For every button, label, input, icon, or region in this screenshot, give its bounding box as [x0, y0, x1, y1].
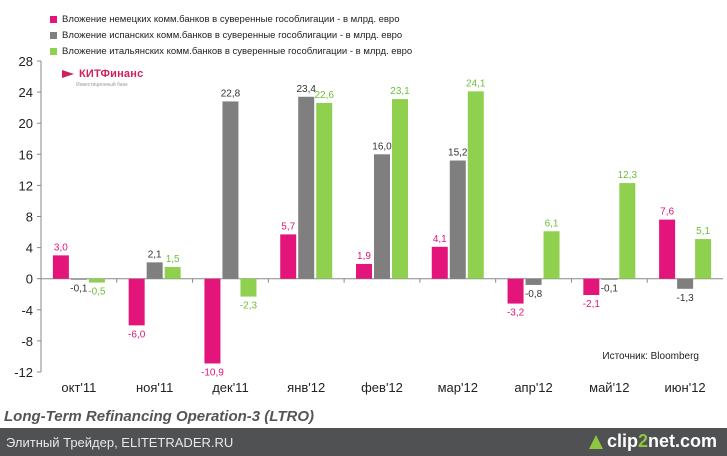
bar-series-2 [164, 267, 181, 279]
y-tick-label: 20 [19, 116, 33, 131]
bar-series-0 [431, 246, 448, 279]
y-tick-label: 12 [19, 178, 33, 193]
data-label-series-1: -0,1 [70, 284, 88, 295]
bar-series-2 [392, 99, 408, 279]
data-label-series-0: 1,9 [357, 251, 371, 262]
bar-series-0 [52, 255, 69, 279]
bar-series-1 [146, 262, 163, 279]
kit-finance-logo: КИТФинанс [62, 68, 143, 80]
bar-series-2 [695, 239, 712, 279]
data-label-series-1: 16,0 [372, 141, 392, 152]
legend-swatch-germany [50, 15, 57, 23]
x-tick-label: май'12 [589, 380, 629, 395]
data-label-series-2: 6,1 [545, 218, 559, 229]
legend-swatch-italy [50, 47, 57, 55]
legend-item-germany: Вложение немецких комм.банков в суверенн… [50, 11, 412, 27]
bar-series-2 [543, 231, 560, 279]
data-label-series-0: -10,9 [201, 367, 224, 378]
legend-item-spain: Вложение испанских комм.банков в суверен… [50, 27, 412, 43]
bar-series-2 [316, 102, 333, 279]
data-label-series-2: -0,5 [88, 287, 106, 298]
data-label-series-0: -2,1 [583, 299, 601, 310]
y-tick-label: -12 [14, 365, 33, 380]
legend-item-italy: Вложение итальянских комм.банков в сувер… [50, 43, 412, 59]
bar-series-1 [222, 101, 239, 279]
x-tick-label: апр'12 [514, 380, 552, 395]
y-tick-label: 0 [26, 272, 33, 287]
bar-series-0 [583, 278, 600, 296]
legend-label-italy: Вложение итальянских комм.банков в сувер… [62, 45, 413, 57]
bar-series-1 [677, 278, 694, 289]
data-label-series-0: 3,0 [54, 242, 68, 253]
bar-series-2 [619, 183, 636, 279]
footer-site-label: Элитный Трейдер, ELITETRADER.RU [6, 435, 234, 450]
legend-swatch-spain [50, 31, 57, 39]
bar-series-1 [525, 278, 542, 285]
data-label-series-0: 5,7 [281, 221, 295, 232]
bar-series-2 [467, 91, 484, 279]
y-tick-label: -4 [21, 303, 33, 318]
y-tick-label: -8 [21, 334, 33, 349]
footer-bar: Элитный Трейдер, ELITETRADER.RU clip2net… [0, 428, 727, 456]
bar-series-0 [128, 278, 145, 326]
data-label-series-1: -0,8 [525, 289, 543, 300]
bar-series-0 [204, 278, 221, 364]
data-label-series-1: 22,8 [221, 88, 241, 99]
y-tick-label: 24 [19, 85, 33, 100]
data-label-series-2: 12,3 [618, 170, 638, 181]
data-label-series-2: -2,3 [240, 301, 258, 312]
chart-legend: Вложение немецких комм.банков в суверенн… [50, 11, 412, 59]
x-tick-label: янв'12 [287, 380, 325, 395]
data-label-series-2: 22,6 [314, 90, 334, 101]
y-tick-label: 16 [19, 147, 33, 162]
source-note: Источник: Bloomberg [602, 351, 699, 362]
bar-series-0 [280, 234, 297, 279]
data-label-series-2: 1,5 [166, 254, 180, 265]
logo-name: КИТФинанс [79, 68, 144, 80]
data-label-series-2: 5,1 [696, 226, 710, 237]
data-label-series-1: -0,1 [601, 284, 619, 295]
legend-label-germany: Вложение немецких комм.банков в суверенн… [62, 13, 400, 25]
bar-series-0 [507, 278, 524, 304]
clip2net-brand[interactable]: clip2net.com [587, 431, 717, 452]
data-label-series-0: -6,0 [128, 329, 146, 340]
bar-series-2 [88, 278, 105, 283]
bar-series-1 [298, 96, 315, 279]
data-label-series-0: -3,2 [507, 308, 525, 319]
y-tick-label: 8 [26, 210, 33, 225]
chart-caption: Long-Term Refinancing Operation-3 (LTRO) [4, 408, 314, 425]
legend-label-spain: Вложение испанских комм.банков в суверен… [62, 29, 403, 41]
bar-series-1 [374, 154, 390, 279]
data-label-series-1: 23,4 [296, 84, 316, 95]
data-label-series-1: 2,1 [148, 249, 162, 260]
x-tick-label: дек'11 [212, 380, 248, 395]
clip2net-text: clip2net.com [607, 431, 717, 452]
clip2net-text-b: 2 [637, 431, 648, 451]
bar-series-1 [601, 278, 618, 280]
data-label-series-0: 4,1 [433, 234, 447, 245]
x-tick-label: ноя'11 [136, 380, 173, 395]
x-tick-label: июн'12 [665, 380, 706, 395]
clip2net-text-c: net.com [647, 431, 717, 451]
clip2net-text-a: clip [606, 431, 638, 451]
data-label-series-2: 24,1 [466, 78, 486, 89]
data-label-series-0: 7,6 [660, 207, 674, 218]
x-tick-label: мар'12 [438, 380, 478, 395]
data-label-series-1: -1,3 [676, 293, 694, 304]
x-tick-label: фев'12 [361, 380, 403, 395]
data-label-series-2: 23,1 [390, 86, 410, 97]
data-label-series-1: 15,2 [448, 148, 468, 159]
clip2net-icon [587, 434, 603, 450]
logo-tagline: Инвестиционный банк [76, 82, 128, 88]
x-tick-label: окт'11 [61, 380, 96, 395]
bar-series-1 [70, 278, 87, 280]
y-tick-label: 4 [26, 241, 33, 256]
y-tick-label: 28 [19, 54, 33, 69]
logo-arrow-icon [62, 69, 76, 79]
bar-series-0 [659, 219, 676, 279]
bar-series-0 [356, 263, 372, 279]
bar-series-2 [240, 278, 257, 297]
bar-series-1 [449, 160, 466, 279]
